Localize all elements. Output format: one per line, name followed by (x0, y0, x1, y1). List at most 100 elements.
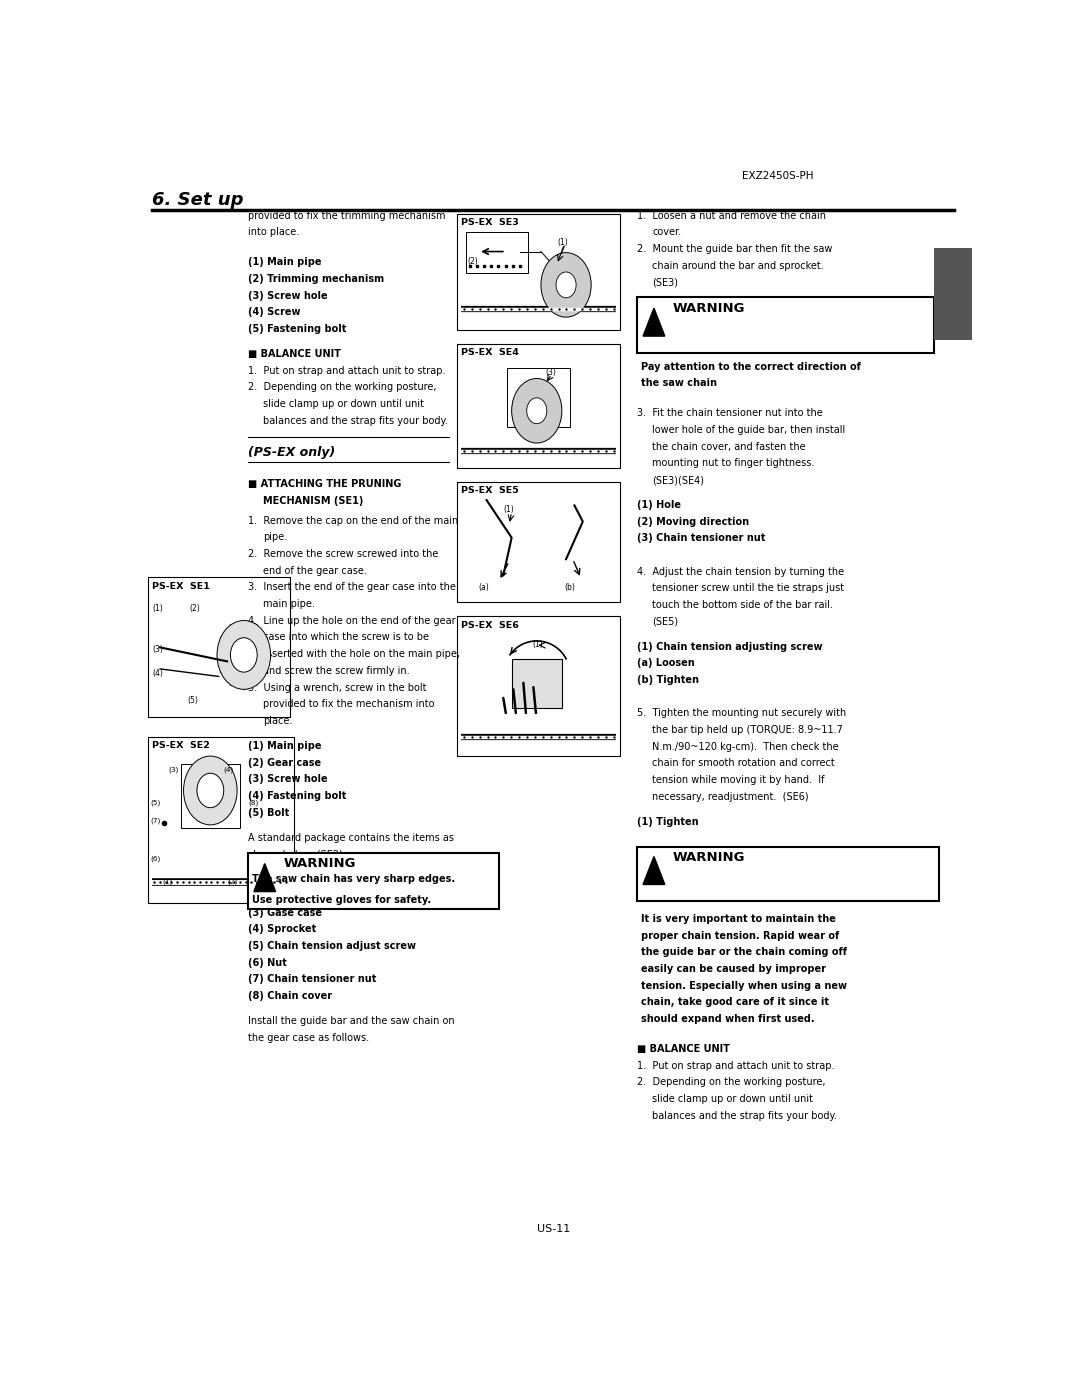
Text: mounting nut to finger tightness.: mounting nut to finger tightness. (652, 458, 814, 468)
Text: (7): (7) (150, 817, 160, 824)
Text: slide clamp up or down until unit: slide clamp up or down until unit (652, 1094, 813, 1104)
Text: 1.  Remove the cap on the end of the main: 1. Remove the cap on the end of the main (248, 515, 458, 525)
Circle shape (527, 398, 546, 423)
Text: and screw the screw firmly in.: and screw the screw firmly in. (264, 666, 409, 676)
Text: 3.  Insert the end of the gear case into the: 3. Insert the end of the gear case into … (248, 583, 456, 592)
Text: (5) Bolt: (5) Bolt (248, 807, 289, 817)
Text: (2): (2) (189, 605, 200, 613)
Text: 2.  Depending on the working posture,: 2. Depending on the working posture, (248, 383, 436, 393)
Text: EXZ2450S-PH: EXZ2450S-PH (742, 170, 813, 180)
Text: the guide bar or the chain coming off: the guide bar or the chain coming off (640, 947, 847, 957)
Text: (3): (3) (152, 645, 163, 654)
Bar (457, 344, 620, 468)
Text: ■ BALANCE UNIT: ■ BALANCE UNIT (637, 1044, 730, 1053)
Text: !: ! (651, 314, 657, 326)
Text: (2) Gear case: (2) Gear case (248, 757, 321, 767)
Text: provided to fix the trimming mechanism: provided to fix the trimming mechanism (248, 211, 445, 221)
Text: shown below. (SE2): shown below. (SE2) (248, 849, 342, 859)
Text: (3) Gase case: (3) Gase case (248, 908, 322, 918)
Text: (3) Screw hole: (3) Screw hole (248, 291, 327, 300)
Circle shape (197, 774, 224, 807)
Text: ■ ATTACHING THE PRUNING: ■ ATTACHING THE PRUNING (248, 479, 402, 489)
Text: WARNING: WARNING (673, 851, 745, 865)
Text: (2): (2) (227, 879, 238, 886)
Text: PS-EX  SE2: PS-EX SE2 (151, 740, 210, 750)
Text: 4.  Line up the hole on the end of the gear: 4. Line up the hole on the end of the ge… (248, 616, 456, 626)
Text: S: S (949, 282, 958, 296)
Text: 3.  Fit the chain tensioner nut into the: 3. Fit the chain tensioner nut into the (637, 408, 823, 418)
Text: A standard package contains the items as: A standard package contains the items as (248, 833, 454, 842)
Circle shape (217, 620, 271, 689)
Text: (1): (1) (532, 640, 543, 648)
Text: 1.  Loosen a nut and remove the chain: 1. Loosen a nut and remove the chain (637, 211, 826, 221)
Text: chain for smooth rotation and correct: chain for smooth rotation and correct (652, 759, 835, 768)
Text: (3): (3) (545, 367, 556, 377)
Text: (1) Hole: (1) Hole (637, 500, 681, 510)
Text: (2) Moving direction: (2) Moving direction (637, 517, 750, 527)
Text: 1.  Put on strap and attach unit to strap.: 1. Put on strap and attach unit to strap… (637, 1060, 835, 1070)
Text: The saw chain has very sharp edges.: The saw chain has very sharp edges. (253, 875, 456, 884)
Text: (4) Screw: (4) Screw (248, 307, 300, 317)
Text: N.m./90~120 kg-cm).  Then check the: N.m./90~120 kg-cm). Then check the (652, 742, 839, 752)
Text: (1) Guide bar: (1) Guide bar (248, 875, 321, 884)
Bar (148, 736, 294, 904)
Text: (1) Chain tension adjusting screw: (1) Chain tension adjusting screw (637, 641, 823, 652)
Text: U: U (948, 251, 959, 264)
Text: (5): (5) (150, 799, 160, 806)
Text: Pay attention to the correct direction of: Pay attention to the correct direction o… (640, 362, 861, 372)
Text: into place.: into place. (248, 228, 299, 237)
Text: (4): (4) (222, 767, 233, 774)
Text: WARNING: WARNING (283, 858, 355, 870)
Text: 5.  Tighten the mounting nut securely with: 5. Tighten the mounting nut securely wit… (637, 708, 847, 718)
Text: (3): (3) (168, 767, 178, 774)
Text: necessary, readjustment.  (SE6): necessary, readjustment. (SE6) (652, 792, 809, 802)
Circle shape (512, 379, 562, 443)
Text: 4.  Adjust the chain tension by turning the: 4. Adjust the chain tension by turning t… (637, 567, 845, 577)
Text: MECHANISM (SE1): MECHANISM (SE1) (264, 496, 364, 506)
Bar (508, 367, 570, 427)
Text: (4): (4) (152, 669, 163, 678)
Text: end of the gear case.: end of the gear case. (264, 566, 367, 576)
Bar (181, 764, 240, 828)
Text: !: ! (651, 863, 657, 873)
Text: touch the bottom side of the bar rail.: touch the bottom side of the bar rail. (652, 601, 834, 610)
Text: main pipe.: main pipe. (264, 599, 315, 609)
Text: (6): (6) (150, 855, 160, 862)
Text: !: ! (262, 870, 267, 880)
Text: PS-EX  SE5: PS-EX SE5 (461, 486, 519, 495)
Text: (8) Chain cover: (8) Chain cover (248, 990, 333, 1002)
Text: (3) Chain tensioner nut: (3) Chain tensioner nut (637, 534, 766, 543)
Text: (2): (2) (468, 257, 478, 265)
Text: PS-EX  SE4: PS-EX SE4 (461, 348, 519, 358)
Text: (1): (1) (503, 506, 514, 514)
Text: WARNING: WARNING (673, 302, 745, 314)
Text: (7) Chain tensioner nut: (7) Chain tensioner nut (248, 974, 376, 985)
Polygon shape (643, 856, 665, 884)
Text: chain, take good care of it since it: chain, take good care of it since it (640, 997, 828, 1007)
Text: (5): (5) (188, 696, 199, 705)
Text: chain around the bar and sprocket.: chain around the bar and sprocket. (652, 261, 824, 271)
Text: (6) Nut: (6) Nut (248, 957, 287, 968)
Text: (5) Chain tension adjust screw: (5) Chain tension adjust screw (248, 942, 416, 951)
Text: (b): (b) (565, 583, 576, 592)
Text: PS-EX  SE3: PS-EX SE3 (461, 218, 519, 228)
Text: tensioner screw until the tie straps just: tensioner screw until the tie straps jus… (652, 584, 845, 594)
Text: (3) Screw hole: (3) Screw hole (248, 774, 327, 784)
Text: It is very important to maintain the: It is very important to maintain the (640, 914, 836, 923)
Text: slide clamp up or down until unit: slide clamp up or down until unit (264, 400, 424, 409)
Text: the gear case as follows.: the gear case as follows. (248, 1032, 369, 1042)
Bar (148, 577, 289, 717)
Bar (637, 847, 939, 901)
Text: PS-EX  SE1: PS-EX SE1 (151, 581, 210, 591)
Text: balances and the strap fits your body.: balances and the strap fits your body. (652, 1111, 837, 1120)
Text: (4) Fastening bolt: (4) Fastening bolt (248, 791, 347, 800)
Text: the saw chain: the saw chain (640, 379, 716, 388)
Text: (8): (8) (248, 799, 258, 806)
Text: (1) Tighten: (1) Tighten (637, 817, 699, 827)
Text: 5.  Using a wrench, screw in the bolt: 5. Using a wrench, screw in the bolt (248, 683, 427, 693)
Circle shape (556, 272, 576, 298)
Text: Use protective gloves for safety.: Use protective gloves for safety. (253, 895, 431, 905)
Text: (2) Trimming mechanism: (2) Trimming mechanism (248, 274, 384, 284)
Text: cover.: cover. (652, 228, 681, 237)
Bar (457, 616, 620, 756)
